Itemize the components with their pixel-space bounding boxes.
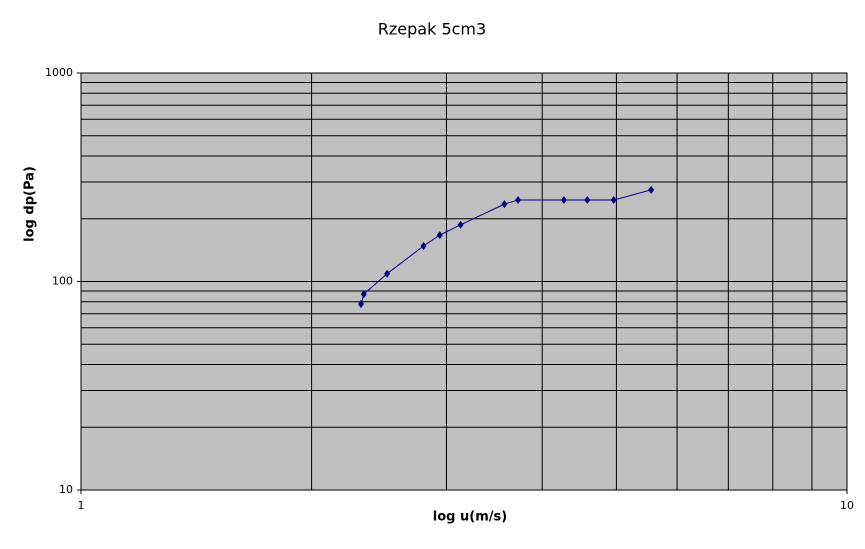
data-point (501, 200, 508, 209)
y-tick-label: 100 (52, 275, 73, 288)
data-point (584, 195, 591, 204)
x-axis-label: log u(m/s) (433, 510, 507, 525)
x-tick-label: 10 (840, 499, 854, 512)
data-point (384, 269, 391, 278)
data-point (420, 242, 427, 251)
data-point (560, 195, 567, 204)
data-point (610, 195, 617, 204)
data-point (457, 220, 464, 229)
y-axis-label: log dp(Pa) (23, 166, 38, 242)
data-point (436, 231, 443, 240)
y-tick-label: 1000 (45, 66, 73, 79)
data-point (648, 185, 655, 194)
data-point (357, 299, 364, 308)
y-tick-label: 10 (59, 483, 73, 496)
data-point (360, 290, 367, 299)
data-line (360, 189, 652, 305)
data-point (515, 195, 522, 204)
x-tick-label: 1 (78, 499, 85, 512)
chart-title: Rzepak 5cm3 (378, 20, 486, 39)
